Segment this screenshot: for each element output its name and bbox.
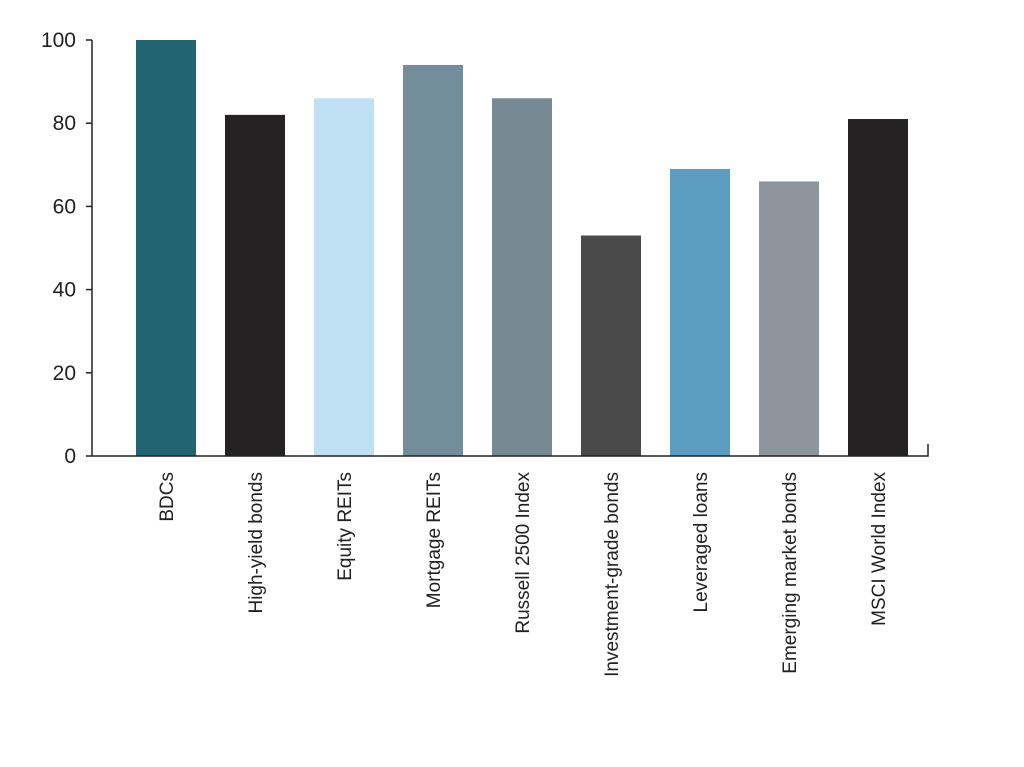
y-tick-label: 0 xyxy=(64,445,76,468)
y-tick-label: 80 xyxy=(53,112,76,135)
x-category-label: Mortgage REITs xyxy=(424,472,445,608)
x-axis-line xyxy=(92,444,929,457)
bars xyxy=(136,40,908,457)
x-category-label: Investment-grade bonds xyxy=(602,472,623,677)
x-axis-labels: BDCs High-yield bonds Equity REITs Mortgage… xyxy=(157,472,890,677)
bar xyxy=(759,181,819,456)
bar xyxy=(403,64,463,457)
x-category-label: Russell 2500 Index xyxy=(513,472,534,634)
bar xyxy=(314,98,374,457)
bar xyxy=(225,114,285,456)
x-category-label: High-yield bonds xyxy=(246,472,267,614)
x-category-label: Emerging market bonds xyxy=(780,472,801,674)
bar xyxy=(581,235,641,456)
y-tick-label: 100 xyxy=(41,29,76,52)
bar xyxy=(136,40,196,456)
bar xyxy=(492,98,552,457)
y-tick-label: 40 xyxy=(53,279,76,302)
y-tick-label: 60 xyxy=(53,195,76,218)
y-tick-label: 20 xyxy=(53,362,76,385)
y-axis-ticks: 0 20 40 60 80 100 xyxy=(41,29,92,468)
x-category-label: Leveraged loans xyxy=(691,472,712,613)
bar xyxy=(848,119,908,456)
bar xyxy=(670,168,730,456)
x-category-label: Equity REITs xyxy=(335,472,356,581)
x-category-label: BDCs xyxy=(157,472,178,522)
x-category-label: MSCI World Index xyxy=(869,472,890,626)
